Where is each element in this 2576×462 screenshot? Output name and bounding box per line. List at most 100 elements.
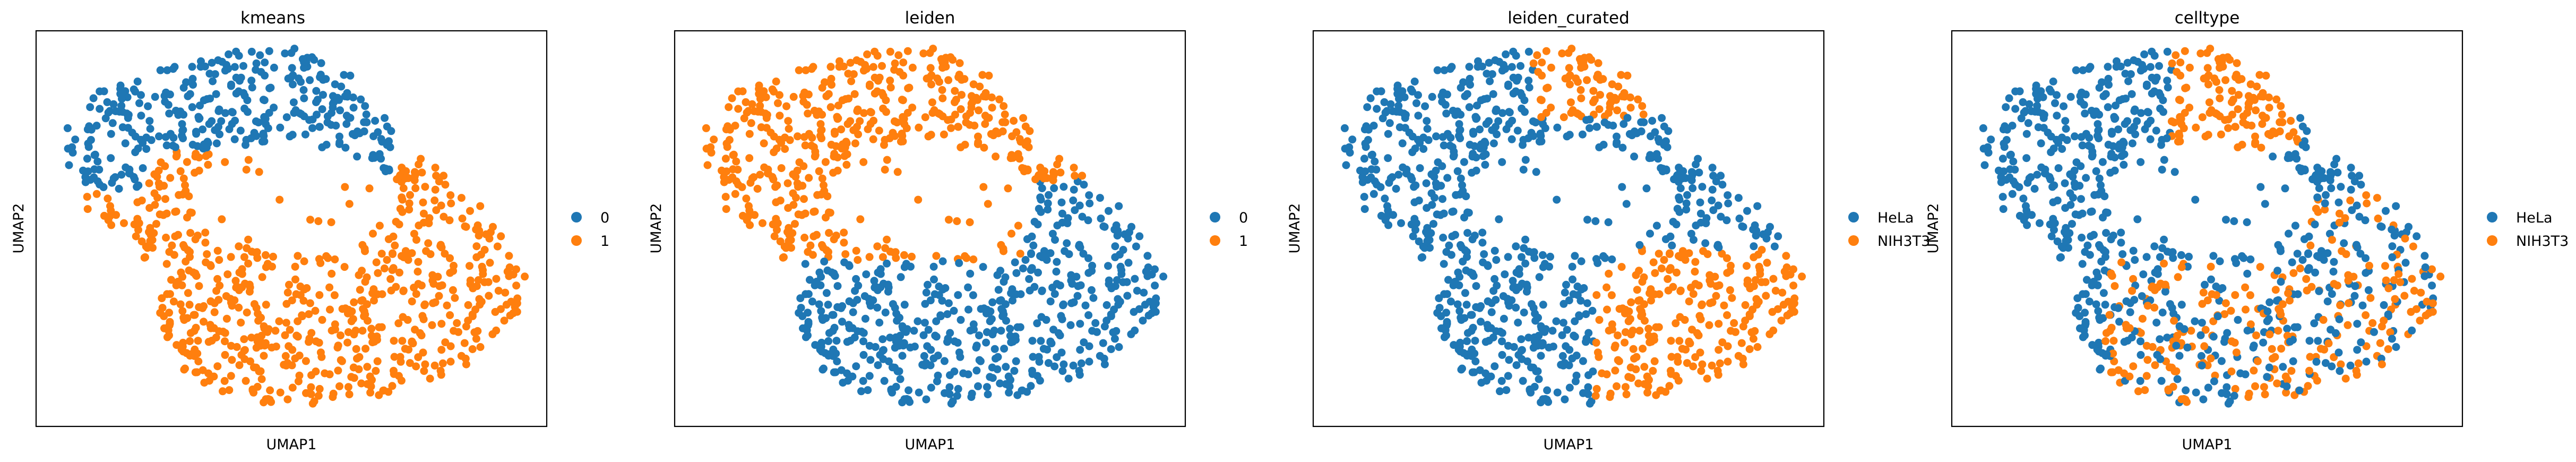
scatter-point xyxy=(2353,320,2362,328)
scatter-point xyxy=(878,335,887,344)
scatter-point xyxy=(1366,94,1375,102)
scatter-point xyxy=(1066,321,1075,329)
scatter-point xyxy=(1028,337,1037,345)
scatter-point xyxy=(1028,264,1036,272)
scatter-point xyxy=(2105,81,2113,89)
scatter-point xyxy=(469,284,477,293)
scatter-point xyxy=(227,253,235,261)
scatter-point xyxy=(1423,204,1431,212)
scatter-point xyxy=(2259,92,2267,101)
scatter-point xyxy=(210,299,219,307)
scatter-point xyxy=(1341,144,1349,153)
scatter-point xyxy=(2201,132,2210,141)
scatter-point xyxy=(1561,74,1570,83)
scatter-point xyxy=(830,270,838,279)
scatter-point xyxy=(1085,191,1093,200)
scatter-point xyxy=(1457,365,1466,374)
scatter-point xyxy=(215,105,223,114)
scatter-point xyxy=(1724,191,1732,200)
scatter-point xyxy=(1440,141,1448,150)
scatter-point xyxy=(175,191,183,199)
scatter-point xyxy=(2139,270,2148,279)
scatter-point xyxy=(2224,124,2233,132)
scatter-point xyxy=(2109,337,2118,345)
scatter-point xyxy=(1461,289,1469,297)
scatter-point xyxy=(2328,290,2336,298)
scatter-point xyxy=(1675,208,1684,216)
scatter-point xyxy=(2140,50,2149,58)
scatter-point xyxy=(1683,191,1691,199)
scatter-point xyxy=(940,357,949,365)
scatter-point xyxy=(2005,94,2013,102)
scatter-point xyxy=(1676,184,1685,192)
scatter-point xyxy=(2347,164,2355,172)
scatter-point xyxy=(2143,302,2152,310)
scatter-point xyxy=(257,375,266,383)
scatter-point xyxy=(333,93,342,102)
scatter-point xyxy=(419,209,428,218)
scatter-point xyxy=(2256,183,2265,191)
scatter-point xyxy=(291,262,299,271)
scatter-point xyxy=(1626,315,1634,323)
scatter-point xyxy=(1043,345,1052,354)
scatter-point xyxy=(119,88,127,96)
scatter-point xyxy=(1099,222,1108,230)
scatter-point xyxy=(107,221,116,229)
scatter-point xyxy=(985,71,993,80)
scatter-point xyxy=(1504,372,1512,380)
scatter-point xyxy=(366,388,375,397)
scatter-point xyxy=(2134,387,2142,396)
scatter-point xyxy=(187,350,195,358)
scatter-point xyxy=(863,50,872,58)
scatter-point xyxy=(1743,207,1751,215)
scatter-point xyxy=(399,184,408,192)
scatter-point xyxy=(163,66,171,74)
scatter-point xyxy=(336,106,344,115)
scatter-point xyxy=(2073,294,2082,303)
legend-label: 1 xyxy=(600,233,609,250)
scatter-point xyxy=(2227,367,2236,375)
scatter-point xyxy=(1036,193,1045,202)
scatter-point xyxy=(288,64,296,72)
scatter-point xyxy=(803,326,811,335)
scatter-point xyxy=(1638,278,1647,286)
scatter-point xyxy=(2273,379,2281,388)
scatter-point xyxy=(946,53,955,62)
scatter-point xyxy=(1751,276,1760,284)
scatter-point xyxy=(1064,374,1073,383)
scatter-point xyxy=(1715,346,1723,354)
scatter-point xyxy=(2388,225,2396,234)
scatter-point xyxy=(146,125,154,133)
scatter-point xyxy=(1615,357,1623,365)
scatter-point xyxy=(468,345,477,353)
scatter-point xyxy=(891,59,899,67)
scatter-point xyxy=(2197,352,2205,360)
scatter-point xyxy=(2216,94,2224,102)
scatter-point xyxy=(1462,192,1470,201)
scatter-point xyxy=(837,125,846,134)
scatter-point xyxy=(1512,361,1521,370)
scatter-point xyxy=(2128,287,2136,295)
scatter-point xyxy=(1505,302,1513,310)
scatter-point xyxy=(306,299,314,307)
scatter-point xyxy=(2101,337,2110,345)
scatter-point xyxy=(990,345,999,353)
scatter-point xyxy=(253,248,261,256)
scatter-point xyxy=(1038,287,1046,295)
scatter-point xyxy=(120,219,128,227)
legend-marker xyxy=(2487,212,2497,223)
scatter-point xyxy=(476,202,485,210)
scatter-point xyxy=(804,90,813,99)
scatter-point xyxy=(832,337,841,345)
scatter-point xyxy=(1682,206,1691,214)
scatter-point xyxy=(2315,166,2323,175)
scatter-point xyxy=(371,117,380,125)
scatter-point xyxy=(219,387,227,396)
scatter-point xyxy=(2289,357,2297,365)
scatter-point xyxy=(250,300,259,309)
scatter-point xyxy=(243,309,251,316)
scatter-point xyxy=(1593,348,1602,357)
scatter-point xyxy=(2305,232,2313,241)
scatter-point xyxy=(1531,118,1540,127)
scatter-point xyxy=(1764,228,1772,236)
